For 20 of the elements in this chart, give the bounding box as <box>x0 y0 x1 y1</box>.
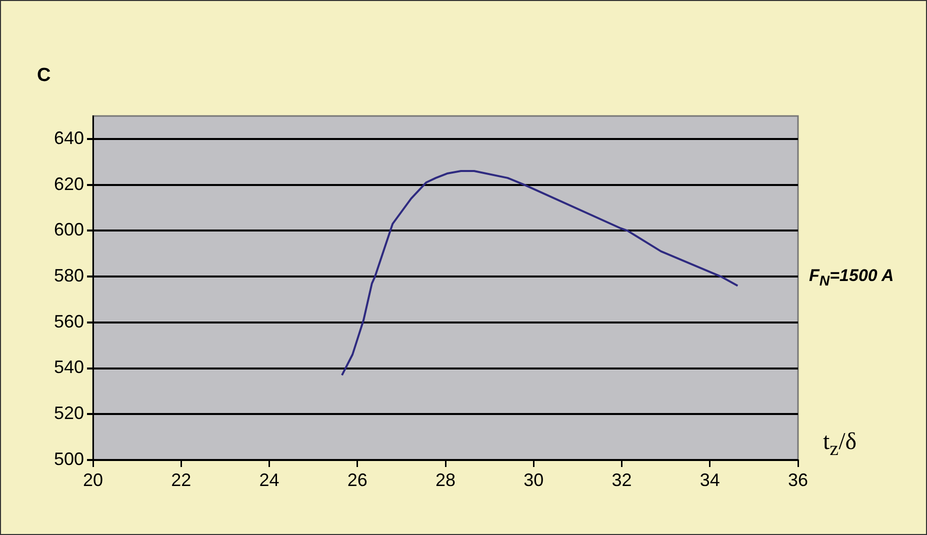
x-tick-label: 20 <box>82 470 104 490</box>
y-tick-label: 640 <box>54 128 84 148</box>
x-tick-label: 28 <box>435 470 456 490</box>
x-axis-title: t$_{z}$/δ <box>823 429 857 460</box>
y-tick-label: 560 <box>54 311 84 332</box>
x-tick-label: 30 <box>524 470 544 490</box>
x-tick-label: 34 <box>700 470 720 490</box>
y-tick-label: 600 <box>54 220 84 240</box>
chart-title: C <box>37 65 51 87</box>
x-tick-label: 22 <box>171 470 192 490</box>
y-tick-label: 500 <box>54 448 84 469</box>
x-tick-label: 24 <box>259 470 280 490</box>
text: F$_{N}$=1500 A <box>809 266 894 290</box>
x-tick-label: 32 <box>612 470 632 490</box>
y-tick-label: 620 <box>54 174 84 194</box>
x-tick-label: 36 <box>788 470 808 490</box>
y-tick-label: 540 <box>54 357 84 378</box>
y-tick-label: 580 <box>54 266 84 286</box>
y-tick-label: 520 <box>54 403 84 424</box>
x-tick-label: 26 <box>347 470 368 490</box>
